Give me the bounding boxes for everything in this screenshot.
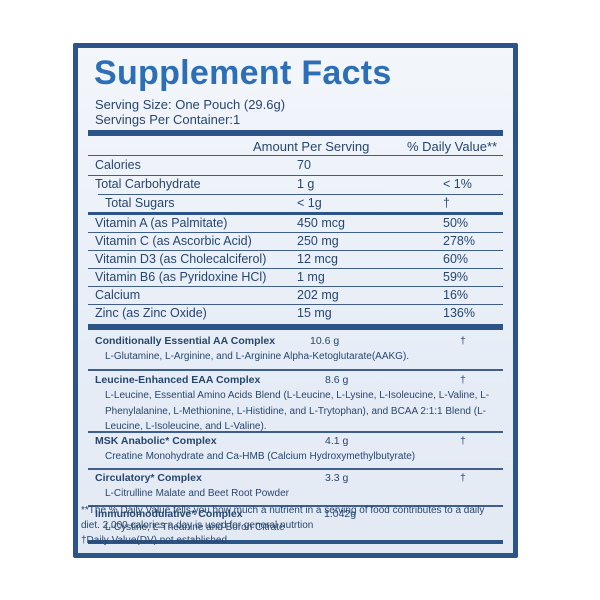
complex-ingredients: Creatine Monohydrate and Ca-HMB (Calcium… <box>105 451 416 462</box>
nutrient-dv: 16% <box>443 288 469 302</box>
divider <box>88 505 503 507</box>
nutrient-row: Vitamin A (as Palmitate) 450 mcg 50% <box>88 215 503 233</box>
complex-name: Conditionally Essential AA Complex <box>95 335 276 347</box>
complex-amount: 1.042g <box>324 508 357 520</box>
divider <box>88 268 503 269</box>
complex-name: Leucine-Enhanced EAA Complex <box>95 374 261 386</box>
nutrient-row: Vitamin B6 (as Pyridoxine HCl) 1 mg 59% <box>88 269 503 287</box>
complex-block: Immunomodulative* Complex 1.042g L-Cysti… <box>88 508 503 542</box>
complex-amount: 4.1 g <box>325 435 349 447</box>
thick-divider <box>88 130 503 136</box>
complex-dv: † <box>460 472 466 484</box>
nutrient-row: Vitamin C (as Ascorbic Acid) 250 mg 278% <box>88 233 503 251</box>
divider <box>88 155 503 156</box>
nutrient-name: Vitamin C (as Ascorbic Acid) <box>95 234 252 248</box>
nutrient-name: Calcium <box>95 288 141 302</box>
nutrient-row: Vitamin D3 (as Cholecalciferol) 12 mcg 6… <box>88 251 503 269</box>
divider <box>88 250 503 251</box>
serving-size: Serving Size: One Pouch (29.6g) <box>95 97 286 112</box>
nutrient-amount: < 1g <box>297 196 322 210</box>
complex-ingredients: L-Cystine, L-Theanine and Boron Citrate <box>105 522 285 533</box>
nutrient-dv: 60% <box>443 252 469 266</box>
supplement-facts-panel: Supplement Facts Serving Size: One Pouch… <box>73 43 518 558</box>
complex-ingredients: L-Leucine, Essential Amino Acids Blend (… <box>105 390 490 432</box>
nutrient-dv: † <box>443 196 450 210</box>
divider <box>88 286 503 287</box>
complex-block: Circulatory* Complex 3.3 g † L-Citrullin… <box>88 472 503 506</box>
nutrient-amount: 250 mg <box>297 234 339 248</box>
divider <box>88 431 503 433</box>
servings-per-container: Servings Per Container:1 <box>95 112 241 127</box>
complex-dv: † <box>460 335 466 347</box>
nutrient-amount: 70 <box>297 158 311 172</box>
complex-amount: 8.6 g <box>325 374 349 386</box>
complex-ingredients: L-Glutamine, L-Arginine, and L-Arginine … <box>105 351 410 362</box>
nutrient-name: Vitamin D3 (as Cholecalciferol) <box>95 252 267 266</box>
panel-title: Supplement Facts <box>94 54 392 92</box>
nutrient-row: Total Carbohydrate 1 g < 1% <box>88 176 503 194</box>
nutrient-row: Calories 70 <box>88 157 503 175</box>
nutrient-dv: 59% <box>443 270 469 284</box>
medium-divider <box>88 540 503 544</box>
complex-block: MSK Anabolic* Complex 4.1 g † Creatine M… <box>88 435 503 469</box>
divider <box>88 232 503 233</box>
nutrient-dv: 50% <box>443 216 469 230</box>
nutrient-name: Total Carbohydrate <box>95 177 201 191</box>
divider <box>88 175 503 176</box>
nutrient-dv: 136% <box>443 306 475 320</box>
complex-amount: 10.6 g <box>310 335 340 347</box>
footnotes: **The % Daily Value tells you how much a… <box>81 503 506 548</box>
nutrient-name: Calories <box>95 158 141 172</box>
divider <box>88 468 503 470</box>
complex-ingredients: L-Citrulline Malate and Beet Root Powder <box>105 488 289 499</box>
nutrient-amount: 12 mcg <box>297 252 338 266</box>
nutrient-row: Total Sugars < 1g † <box>88 195 503 213</box>
medium-divider <box>88 212 503 215</box>
thick-divider <box>88 324 503 330</box>
divider <box>88 369 503 371</box>
complex-dv: † <box>460 435 466 447</box>
dagger-footnote: †Daily Value(DV) not established <box>81 535 228 546</box>
complex-name: Immunomodulative* Complex <box>95 508 243 520</box>
nutrient-name: Vitamin B6 (as Pyridoxine HCl) <box>95 270 267 284</box>
complex-name: Circulatory* Complex <box>95 472 202 484</box>
nutrient-row: Calcium 202 mg 16% <box>88 287 503 305</box>
nutrient-amount: 202 mg <box>297 288 339 302</box>
divider <box>98 194 503 195</box>
daily-value-header: % Daily Value** <box>407 139 498 154</box>
nutrient-row: Zinc (as Zinc Oxide) 15 mg 136% <box>88 305 503 323</box>
nutrient-name: Vitamin A (as Palmitate) <box>95 216 228 230</box>
amount-header: Amount Per Serving <box>253 139 370 154</box>
nutrient-name: Zinc (as Zinc Oxide) <box>95 306 207 320</box>
nutrient-amount: 450 mcg <box>297 216 345 230</box>
complex-amount: 3.3 g <box>325 472 349 484</box>
divider <box>88 304 503 305</box>
nutrient-amount: 1 mg <box>297 270 325 284</box>
nutrient-dv: < 1% <box>443 177 472 191</box>
complex-block: Leucine-Enhanced EAA Complex 8.6 g † L-L… <box>88 374 503 452</box>
daily-value-footnote: **The % Daily Value tells you how much a… <box>81 505 485 531</box>
nutrient-dv: 278% <box>443 234 475 248</box>
complex-block: Conditionally Essential AA Complex 10.6 … <box>88 335 503 369</box>
complex-name: MSK Anabolic* Complex <box>95 435 217 447</box>
complex-dv: † <box>460 374 466 386</box>
nutrient-amount: 15 mg <box>297 306 332 320</box>
nutrient-amount: 1 g <box>297 177 315 191</box>
nutrient-name: Total Sugars <box>105 196 175 210</box>
